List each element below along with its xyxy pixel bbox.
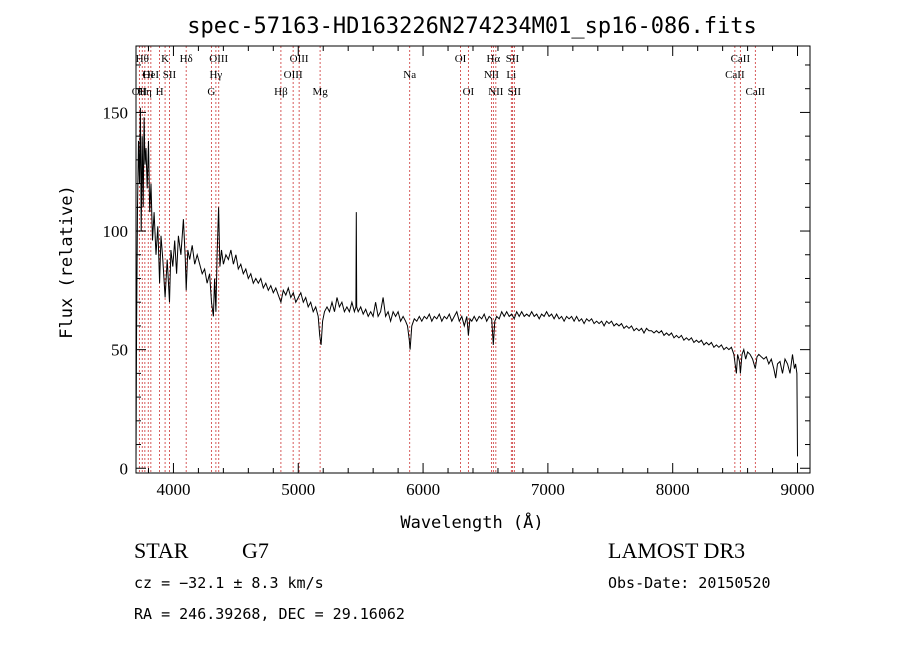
object-class: STAR: [134, 538, 189, 563]
line-label-10: Hγ: [209, 69, 222, 81]
line-label-12: Hβ: [274, 86, 288, 98]
line-label-1: Hθ: [136, 53, 149, 65]
line-label-15: Mg: [312, 86, 328, 98]
line-label-23: SII: [506, 53, 520, 65]
chart-title: spec-57163-HD163226N274234M01_sp16-086.f…: [187, 14, 757, 39]
line-label-24: SII: [508, 86, 522, 98]
line-label-21: NII: [488, 86, 504, 98]
object-subclass: G7: [242, 538, 269, 563]
emission-line-markers: [138, 46, 756, 473]
line-label-19: NII: [484, 69, 500, 81]
line-label-13: OIII: [284, 69, 303, 81]
spectrum-line: [135, 107, 798, 464]
line-label-26: CaII: [731, 53, 751, 65]
line-label-11: OIII: [209, 53, 228, 65]
line-label-17: OI: [455, 53, 467, 65]
line-label-25: CaII: [725, 69, 745, 81]
line-label-18: OI: [463, 86, 475, 98]
line-label-3: OI: [142, 69, 154, 81]
line-label-2: Hη: [138, 86, 152, 98]
x-axis-ticks: 4000 5000 6000 7000 8000 9000: [147, 46, 815, 499]
emission-line-labels: OIIHθHηOIHeIHKSIIHδGHγOIIIHβOIIIOIIIMgNa…: [132, 53, 766, 98]
line-label-8: Hδ: [180, 53, 193, 65]
line-label-27: CaII: [746, 86, 766, 98]
x-axis-label: Wavelength (Å): [400, 511, 543, 533]
y-tick-label: 50: [111, 341, 128, 360]
line-label-6: K: [161, 53, 169, 65]
line-label-16: Na: [403, 69, 416, 81]
line-label-22: Li: [506, 69, 516, 81]
line-label-20: Hα: [486, 53, 500, 65]
line-label-9: G: [207, 86, 215, 98]
x-tick-label: 4000: [156, 480, 190, 499]
y-tick-label: 150: [103, 103, 129, 122]
line-label-14: OIII: [290, 53, 309, 65]
line-label-7: SII: [163, 69, 177, 81]
x-tick-label: 8000: [656, 480, 690, 499]
line-label-4: HeI: [143, 69, 160, 81]
y-tick-label: 0: [120, 459, 129, 478]
x-tick-label: 6000: [406, 480, 440, 499]
observation-date: Obs-Date: 20150520: [608, 574, 771, 592]
redshift-velocity: cz = −32.1 ± 8.3 km/s: [134, 574, 324, 592]
y-tick-label: 100: [103, 222, 129, 241]
coordinates: RA = 246.39268, DEC = 29.16062: [134, 605, 405, 623]
x-tick-label: 9000: [781, 480, 815, 499]
survey-name: LAMOST DR3: [608, 538, 745, 563]
x-tick-label: 7000: [531, 480, 565, 499]
line-label-5: H: [156, 86, 164, 98]
y-axis-label: Flux (relative): [57, 185, 77, 339]
y-axis-ticks: 0 50 100 150: [103, 64, 810, 478]
x-tick-label: 5000: [281, 480, 315, 499]
